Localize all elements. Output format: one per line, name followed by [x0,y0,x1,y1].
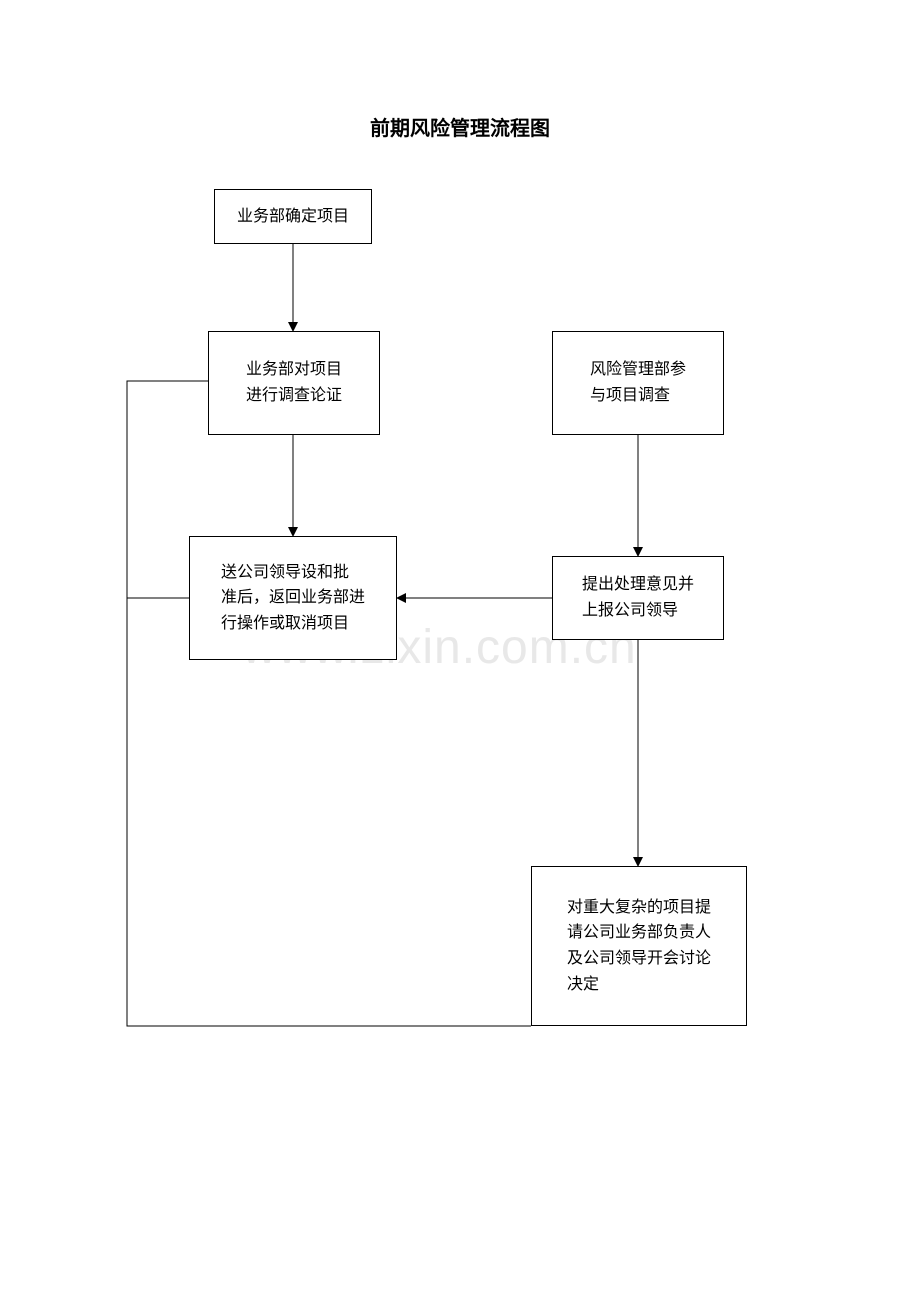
flowchart-node-n3: 风险管理部参 与项目调查 [552,331,724,435]
flowchart-title: 前期风险管理流程图 [0,112,920,141]
edge-6 [127,381,531,1026]
flowchart-node-text-n5: 提出处理意见并 上报公司领导 [582,572,694,623]
flowchart-node-text-n3: 风险管理部参 与项目调查 [590,357,686,408]
flowchart-node-n6: 对重大复杂的项目提 请公司业务部负责人 及公司领导开会讨论 决定 [531,866,747,1026]
flowchart-node-n2: 业务部对项目 进行调查论证 [208,331,380,435]
flowchart-node-text-n1: 业务部确定项目 [237,204,349,230]
flowchart-node-n4: 送公司领导设和批 准后，返回业务部进 行操作或取消项目 [189,536,397,660]
flowchart-node-n1: 业务部确定项目 [214,189,372,244]
flowchart-node-text-n2: 业务部对项目 进行调查论证 [246,357,342,408]
flowchart-node-text-n4: 送公司领导设和批 准后，返回业务部进 行操作或取消项目 [221,560,365,637]
flowchart-node-n5: 提出处理意见并 上报公司领导 [552,556,724,640]
flowchart-node-text-n6: 对重大复杂的项目提 请公司业务部负责人 及公司领导开会讨论 决定 [567,895,711,997]
